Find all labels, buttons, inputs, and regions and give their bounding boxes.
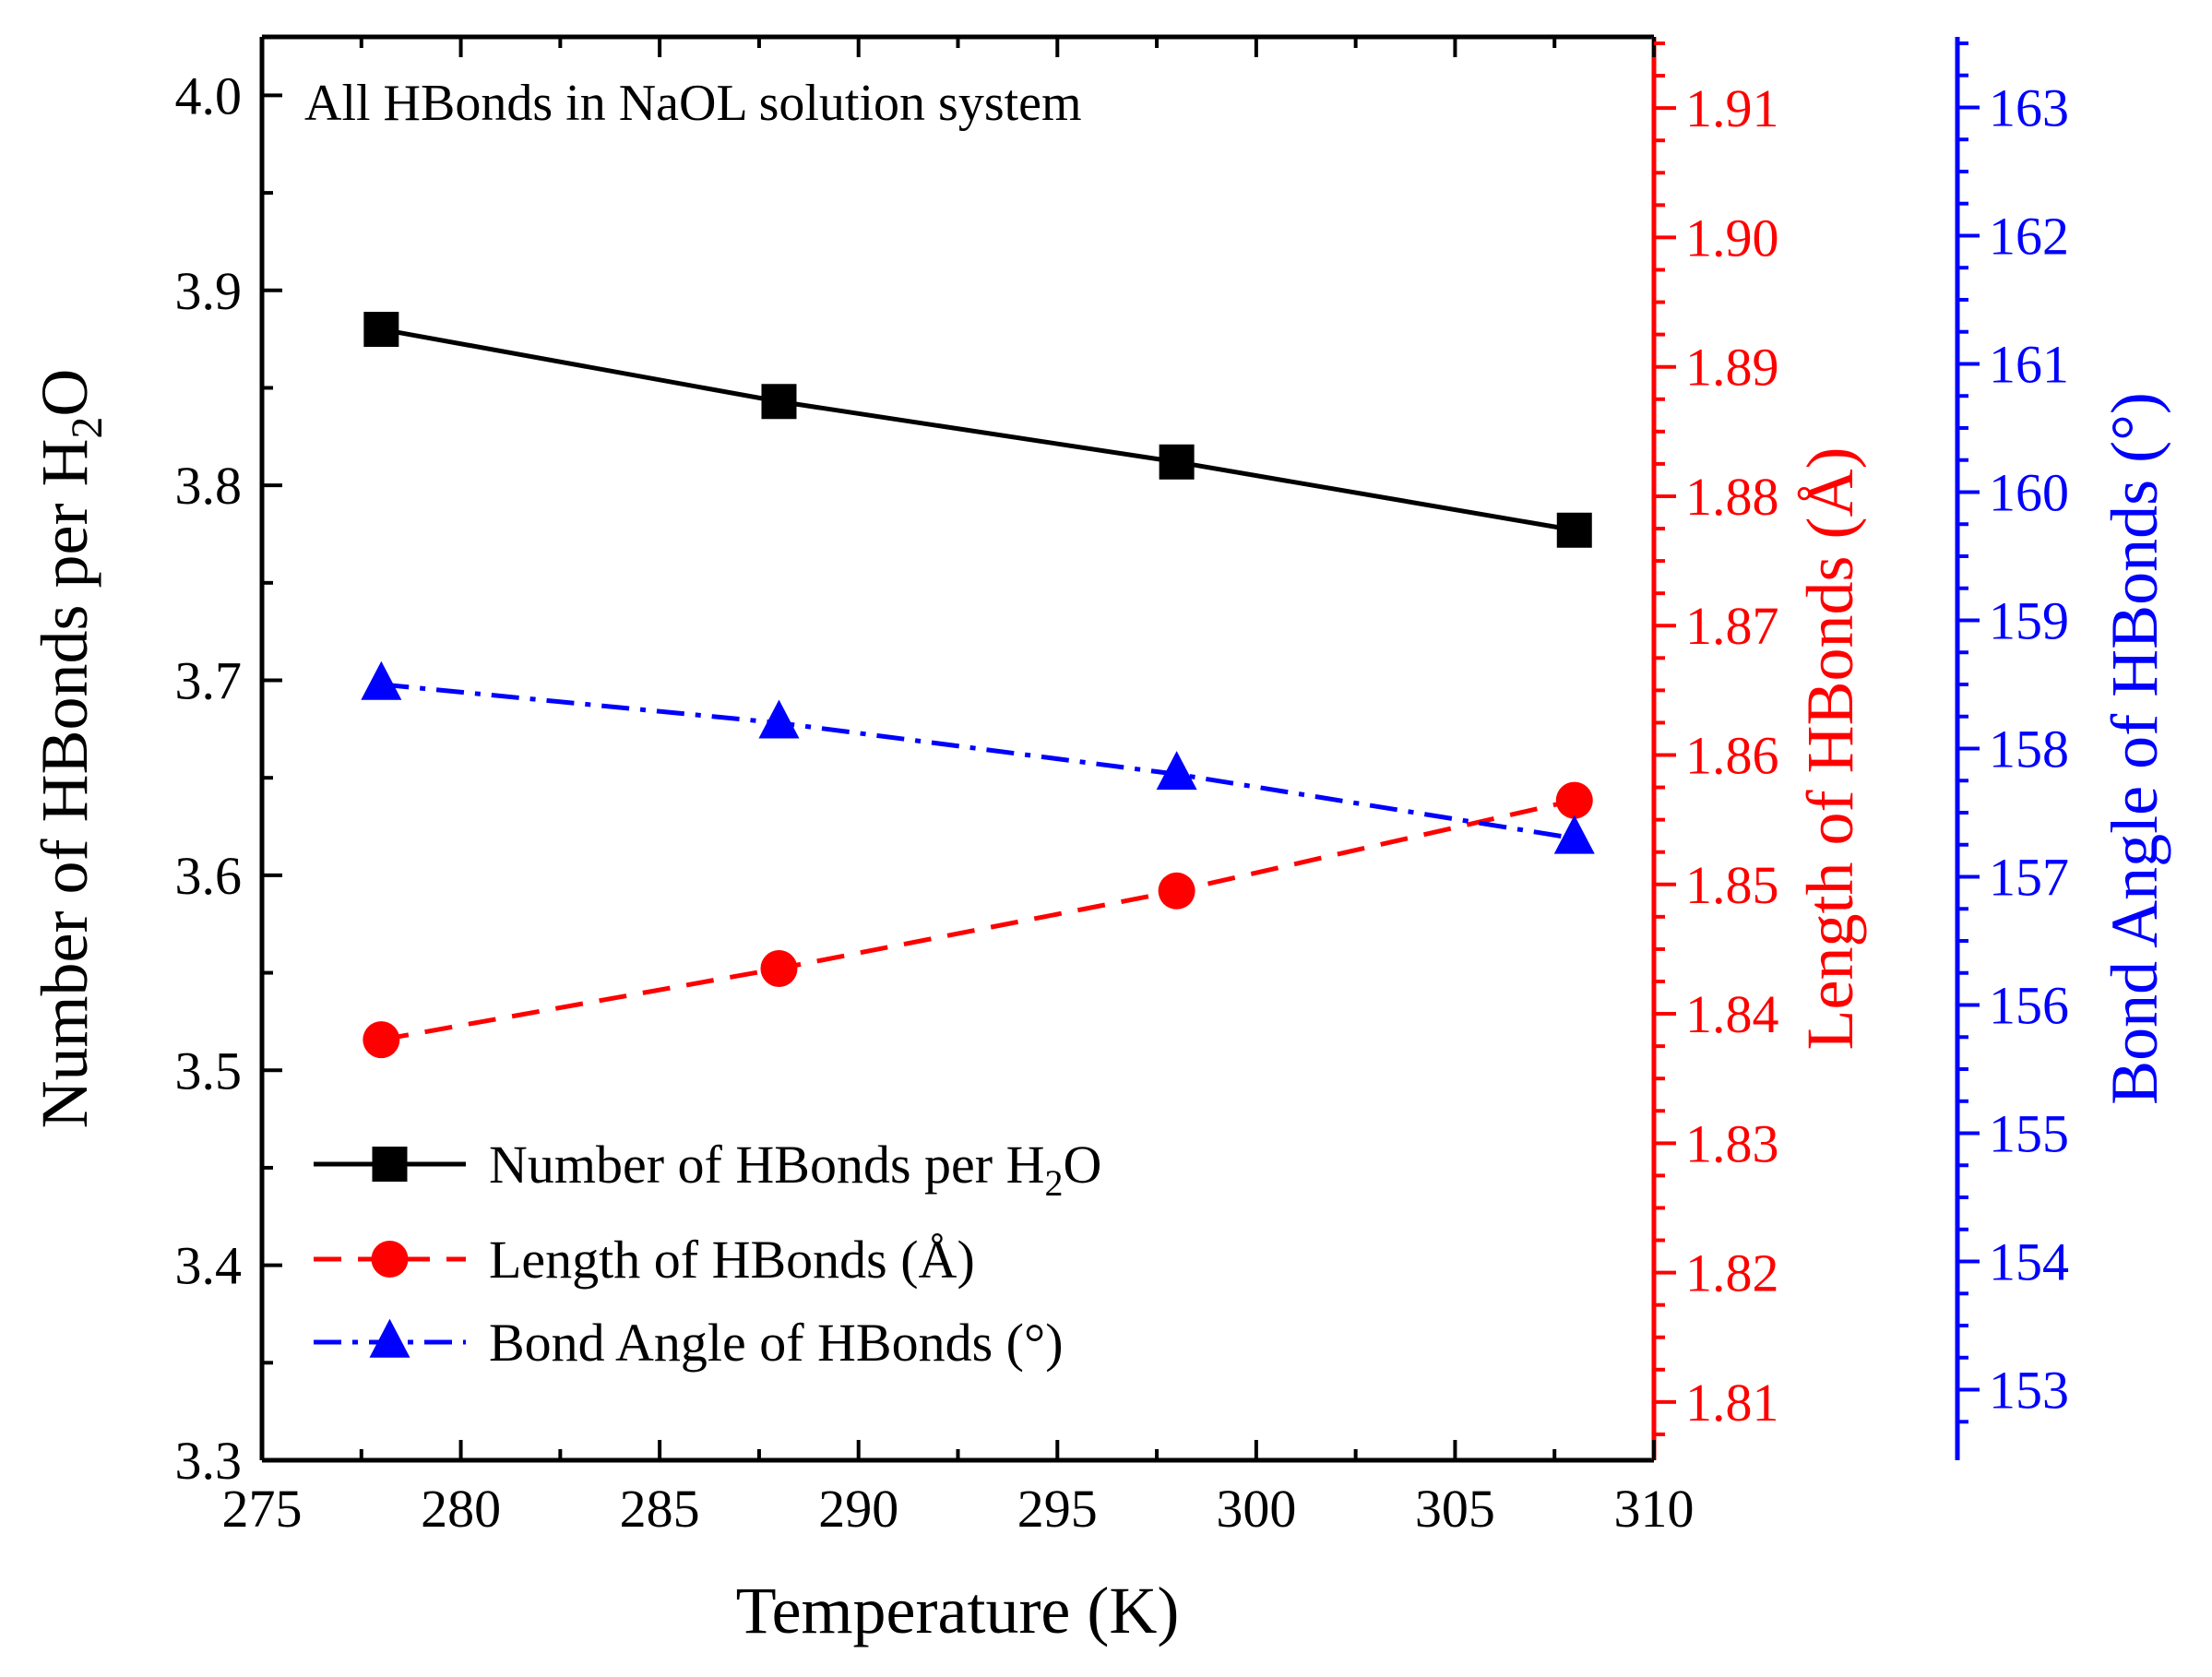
right-tick-label: 1.88 <box>1685 467 1779 527</box>
far-right-tick-label: 160 <box>1989 462 2069 522</box>
data-point-circle <box>760 949 798 987</box>
x-tick-label: 285 <box>620 1479 700 1539</box>
far-right-axis-title: Bond Angle of HBonds (°) <box>2098 392 2171 1105</box>
far-right-tick-label: 159 <box>1989 590 2069 650</box>
right-tick-label: 1.84 <box>1685 984 1779 1044</box>
x-tick-label: 295 <box>1017 1479 1098 1539</box>
series-2 <box>361 660 1595 854</box>
data-point-circle <box>363 1021 400 1059</box>
legend-marker <box>371 1241 409 1278</box>
data-point-triangle <box>758 699 800 739</box>
axes: 275 280 285 290 295 300 305 310 3.3 3.4 3.5 3.6 3.7 3… <box>28 37 2171 1539</box>
far-right-tick-label: 155 <box>1989 1104 2069 1164</box>
series-line <box>380 798 1576 1042</box>
left-axis-title: Number of HBonds per H2O <box>28 369 112 1129</box>
legend-item: Number of HBonds per H2O <box>314 1135 1101 1204</box>
left-tick-label: 3.5 <box>175 1041 243 1100</box>
right-tick-label: 1.91 <box>1685 78 1779 138</box>
left-axis-title-main: Number of HBonds per H <box>28 439 101 1129</box>
left-tick-label: 3.4 <box>175 1236 243 1296</box>
data-point-triangle <box>361 660 402 700</box>
series-line <box>381 682 1576 841</box>
right-tick-label: 1.89 <box>1685 338 1779 398</box>
far-right-tick-label: 161 <box>1989 334 2069 394</box>
x-tick-label: 300 <box>1216 1479 1296 1539</box>
legend-item: Length of HBonds (Å) <box>314 1230 975 1290</box>
data-point-circle <box>1158 872 1195 910</box>
far-right-tick-label: 156 <box>1989 976 2069 1036</box>
legend-label: Number of HBonds per H2O <box>489 1135 1101 1204</box>
far-right-tick-label: 163 <box>1989 77 2069 137</box>
right-tick-label: 1.90 <box>1685 208 1779 268</box>
legend-label-main: Number of HBonds per H <box>489 1135 1044 1195</box>
data-point-square <box>363 312 399 348</box>
legend-marker <box>369 1318 410 1358</box>
series-1 <box>363 781 1593 1059</box>
data-point-circle <box>1555 781 1593 819</box>
right-tick-label: 1.82 <box>1685 1243 1779 1303</box>
x-tick-label: 305 <box>1415 1479 1495 1539</box>
x-tick-label: 280 <box>421 1479 501 1539</box>
series-line <box>380 327 1576 533</box>
data-point-square <box>761 384 797 420</box>
left-tick-label: 3.6 <box>175 846 243 906</box>
legend-label: Length of HBonds (Å) <box>489 1230 975 1290</box>
chart-annotation: All HBonds in NaOL solution system <box>304 75 1082 132</box>
data-point-square <box>1159 444 1195 480</box>
far-right-tick-label: 157 <box>1989 848 2069 908</box>
left-axis-title-sub: 2 <box>63 417 112 439</box>
right-tick-label: 1.86 <box>1685 726 1779 786</box>
far-right-tick-label: 154 <box>1989 1232 2069 1292</box>
right-tick-label: 1.81 <box>1685 1373 1779 1433</box>
far-right-tick-label: 153 <box>1989 1361 2069 1421</box>
right-axis-title: Length of HBonds (Å) <box>1793 447 1867 1051</box>
legend-item: Bond Angle of HBonds (°) <box>314 1313 1064 1373</box>
series-layer <box>361 312 1595 1059</box>
right-tick-label: 1.83 <box>1685 1113 1779 1173</box>
right-tick-label: 1.87 <box>1685 596 1779 656</box>
far-right-tick-label: 158 <box>1989 720 2069 779</box>
series-0 <box>363 312 1592 548</box>
data-point-triangle <box>1553 815 1595 854</box>
x-tick-label: 290 <box>818 1479 898 1539</box>
right-tick-label: 1.85 <box>1685 855 1779 915</box>
x-axis-title: Temperature (K) <box>736 1574 1180 1647</box>
x-tick-label: 310 <box>1614 1479 1695 1539</box>
legend-label-sub: 2 <box>1044 1162 1063 1204</box>
legend-label-tail: O <box>1063 1135 1101 1195</box>
far-right-tick-label: 162 <box>1989 206 2069 266</box>
left-tick-label: 4.0 <box>175 65 243 125</box>
legend-label: Bond Angle of HBonds (°) <box>489 1313 1064 1373</box>
data-point-square <box>1556 512 1592 548</box>
left-tick-label: 3.7 <box>175 651 243 711</box>
left-tick-label: 3.3 <box>175 1431 243 1491</box>
legend: Number of HBonds per H2O Length of HBonds… <box>314 1135 1101 1373</box>
x-tick-label: 275 <box>222 1479 303 1539</box>
left-tick-label: 3.8 <box>175 456 243 516</box>
left-axis-title-tail: O <box>28 369 101 417</box>
data-point-triangle <box>1156 751 1197 791</box>
legend-marker <box>372 1147 408 1182</box>
left-tick-label: 3.9 <box>175 261 243 321</box>
